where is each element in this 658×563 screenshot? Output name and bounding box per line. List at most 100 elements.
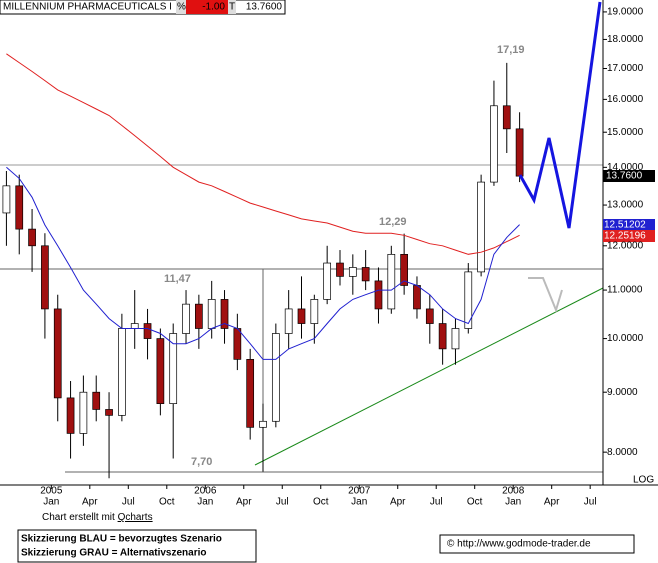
x-tick-label: Jan [197, 497, 213, 508]
x-tick-label: Apr [82, 497, 98, 508]
x-tick-label: Apr [390, 497, 406, 508]
x-tick-label: Oct [313, 497, 329, 508]
year-label: 2005 [40, 486, 63, 497]
trend-line [254, 287, 604, 466]
candle-body [130, 323, 139, 329]
year-label: 2008 [502, 486, 525, 497]
ma-box [603, 219, 655, 231]
candle-body [502, 105, 511, 130]
y-tick-label: 11.0000 [607, 285, 643, 296]
candle-body [2, 185, 11, 214]
x-tick-label: Oct [467, 497, 483, 508]
t-label: T [229, 2, 235, 13]
candle-body [105, 409, 113, 416]
x-tick-label: Jan [505, 497, 521, 508]
credit-link: Qcharts [118, 512, 153, 523]
x-tick-label: Jan [43, 497, 59, 508]
legend-box [17, 529, 257, 563]
candle-body [271, 333, 280, 422]
y-tick-label: 9.0000 [607, 387, 638, 398]
candle-body [413, 285, 421, 310]
credit: Chart erstellt mit Qcharts [42, 512, 153, 523]
scale-label: LOG [633, 475, 654, 486]
last-price-tag: 13.7600 [606, 171, 643, 182]
last-price-box [603, 170, 655, 182]
x-tick-label: Jul [122, 497, 135, 508]
candle-body [425, 308, 434, 324]
candle-body [92, 391, 101, 410]
x-tick-label: Jul [584, 497, 597, 508]
ma-tag: 12.51202 [604, 220, 646, 231]
y-tick-label: 15.0000 [607, 127, 644, 138]
pct-label: % [177, 2, 186, 13]
candle-body [348, 267, 357, 277]
annotation: 17,19 [497, 44, 525, 56]
candle-body [233, 328, 242, 360]
candle-body [438, 323, 447, 350]
candle-body [361, 267, 370, 282]
candle-body [297, 308, 306, 324]
candle-body [195, 303, 203, 329]
credit-text: Chart erstellt mit [42, 512, 118, 523]
candle-body [182, 303, 190, 334]
candle-body [66, 397, 75, 434]
candle-body [284, 308, 293, 334]
y-tick-label: 14.0000 [607, 162, 644, 173]
candle-body [374, 280, 383, 310]
moving-average [6, 166, 520, 360]
candle-body [400, 253, 408, 286]
candle-body [336, 262, 344, 277]
x-tick-label: Oct [159, 497, 175, 508]
annotation: 7,70 [191, 456, 212, 468]
candle-body [259, 420, 267, 428]
candle-body [387, 253, 396, 310]
y-tick-label: 10.0000 [607, 333, 644, 344]
url-box [439, 534, 635, 554]
scenario-blue [518, 1, 602, 229]
ma-tag: 12.25196 [604, 231, 646, 242]
candle-body [118, 328, 126, 416]
candle-body [246, 359, 255, 428]
year-label: 2007 [348, 486, 371, 497]
y-tick-label: 19.0000 [607, 7, 644, 18]
x-tick-label: Jul [276, 497, 289, 508]
url: © http://www.godmode-trader.de [447, 539, 591, 550]
candle-body [41, 245, 49, 310]
year-label: 2006 [194, 486, 217, 497]
candle-body [143, 323, 152, 339]
y-tick-label: 13.0000 [607, 200, 644, 211]
candle-body [53, 308, 62, 399]
x-tick-label: Jan [351, 497, 367, 508]
change-value: -1.00 [202, 2, 225, 13]
last-price: 13.7600 [246, 2, 283, 13]
candle-body [310, 299, 319, 324]
x-tick-label: Apr [544, 497, 560, 508]
candle-body [79, 391, 88, 434]
candle-body [207, 299, 216, 329]
scenario-gray [528, 277, 563, 314]
candle-body [323, 262, 332, 300]
candle-body [15, 185, 24, 230]
y-tick-label: 17.0000 [607, 63, 644, 74]
candle-body [515, 128, 524, 177]
candle-body [451, 328, 460, 350]
candle-body [220, 299, 229, 329]
annotation: 11,47 [164, 273, 191, 285]
candle-body [28, 228, 36, 247]
moving-average [6, 53, 520, 255]
annotation: 12,29 [379, 216, 407, 228]
candle-body [464, 271, 473, 329]
change-box [186, 0, 228, 14]
ma-box [603, 230, 655, 242]
x-tick-label: Apr [236, 497, 252, 508]
candle-body [490, 105, 498, 183]
y-tick-label: 16.0000 [607, 94, 644, 105]
stock-title: MILLENNIUM PHARMACEUTICALS I [3, 2, 172, 13]
candle-body [477, 181, 485, 273]
candle-body [169, 333, 178, 404]
y-tick-label: 12.0000 [607, 240, 644, 251]
pct-box [176, 0, 186, 14]
legend-text: Skizzierung BLAU = bevorzugtes Szenario [21, 534, 222, 545]
candle-body [156, 338, 165, 404]
